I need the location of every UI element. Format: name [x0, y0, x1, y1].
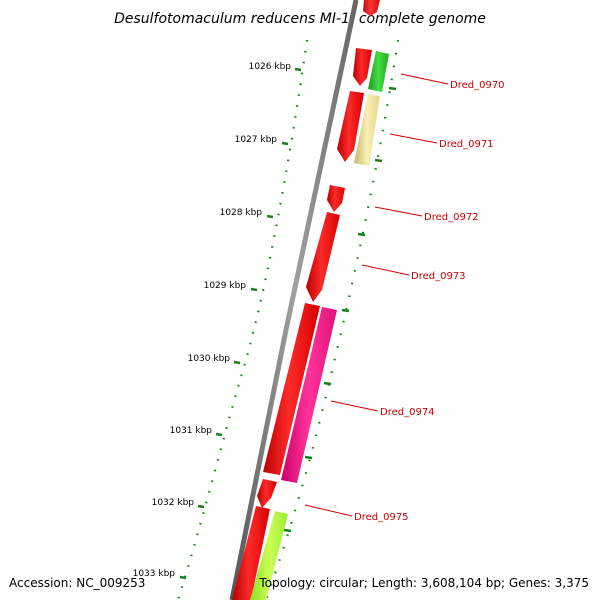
gene-leader-line	[374, 206, 423, 217]
kbp-tick	[294, 67, 302, 72]
cds-feature[interactable]	[263, 303, 320, 475]
gene-track-tick	[323, 381, 332, 386]
kbp-label: 1028 kbp	[220, 208, 263, 218]
kbp-tick	[250, 287, 258, 292]
gene-track-tick	[341, 308, 350, 313]
cds-feature[interactable]	[363, 0, 380, 16]
cds-feature[interactable]	[353, 48, 372, 86]
cds-feature[interactable]	[368, 51, 389, 92]
genome-backbone	[229, 0, 359, 600]
kbp-ticks	[179, 67, 302, 580]
kbp-label: 1030 kbp	[188, 354, 231, 364]
cds-feature[interactable]	[281, 307, 337, 483]
gene-leader-line	[389, 133, 438, 144]
gene-track-tick	[374, 158, 383, 163]
accession-text: Accession: NC_009253	[9, 576, 146, 590]
gene-label[interactable]: Dred_0974	[380, 407, 435, 418]
gene-track-tick	[304, 455, 313, 460]
kbp-tick	[266, 214, 274, 219]
map-title: Desulfotomaculum reducens MI-1, complete…	[114, 11, 486, 27]
cds-feature[interactable]	[354, 94, 380, 166]
gene-track-tick	[357, 232, 366, 237]
gene-label[interactable]: Dred_0972	[424, 212, 479, 223]
cds-feature[interactable]	[337, 91, 364, 162]
gene-track-tick	[388, 86, 397, 91]
gene-track-tick	[283, 528, 292, 533]
gene-leader-line	[400, 73, 449, 85]
gene-leader-line	[361, 264, 410, 276]
gene-tick-track	[264, 39, 400, 600]
cds-features	[232, 0, 389, 600]
kbp-tick	[197, 504, 205, 509]
gene-leader-line	[304, 504, 353, 517]
gene-label-leaders	[304, 73, 449, 517]
gene-label[interactable]: Dred_0975	[354, 512, 409, 523]
kbp-label: 1027 kbp	[235, 135, 278, 145]
kbp-tick	[215, 432, 223, 437]
kbp-tick	[281, 141, 289, 146]
kbp-tick	[179, 575, 187, 580]
kbp-label: 1026 kbp	[249, 62, 292, 72]
kbp-tick	[233, 360, 241, 365]
kbp-label: 1032 kbp	[152, 498, 195, 508]
cds-feature[interactable]	[306, 212, 340, 302]
gene-track-ticks	[283, 86, 397, 533]
kbp-label: 1031 kbp	[170, 426, 213, 436]
cds-feature[interactable]	[327, 185, 345, 212]
cds-feature[interactable]	[250, 511, 288, 600]
topology-text: Topology: circular; Length: 3,608,104 bp…	[259, 576, 589, 590]
kbp-label: 1033 kbp	[133, 569, 176, 579]
gene-label[interactable]: Dred_0970	[450, 80, 505, 91]
cds-feature[interactable]	[257, 479, 277, 508]
cds-feature[interactable]	[232, 506, 270, 600]
gene-label[interactable]: Dred_0971	[439, 139, 494, 150]
gene-label[interactable]: Dred_0973	[411, 271, 466, 282]
gene-leader-line	[330, 400, 379, 412]
kbp-label: 1029 kbp	[204, 281, 247, 291]
